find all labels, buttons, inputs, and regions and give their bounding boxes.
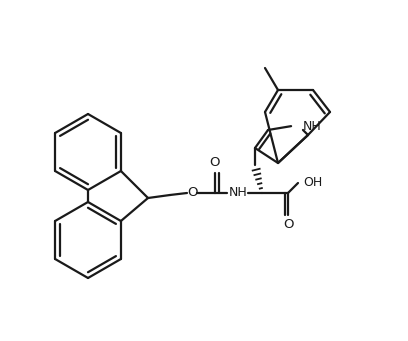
Text: O: O: [283, 219, 293, 232]
Text: O: O: [210, 157, 220, 169]
Text: NH: NH: [228, 187, 247, 199]
Text: OH: OH: [304, 177, 323, 190]
Text: NH: NH: [303, 119, 322, 133]
Text: O: O: [188, 187, 198, 199]
